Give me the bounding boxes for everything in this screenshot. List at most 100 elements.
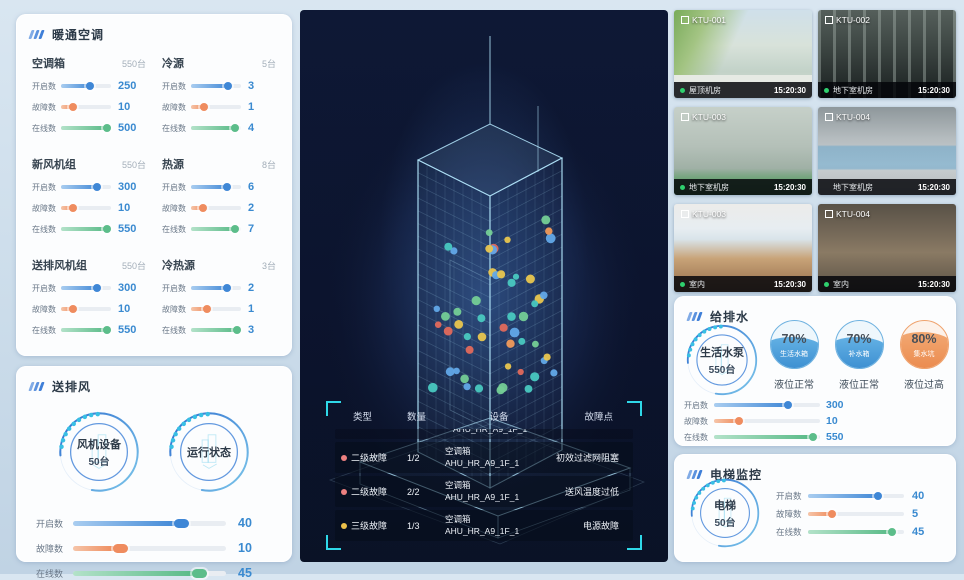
fault-point: 初效过滤网阻塞 — [555, 453, 619, 464]
metric-value: 3 — [248, 324, 255, 336]
camera-status-bar: 屋顶机房 15:20:30 — [674, 82, 812, 98]
metric-row: 在线数 45 — [36, 566, 272, 580]
progress-thumb — [874, 492, 882, 500]
progress-track — [191, 326, 241, 334]
metric-label: 在线数 — [32, 325, 56, 335]
fault-quantity: 1/3 — [407, 520, 420, 531]
progress-track — [191, 305, 241, 313]
camera-timestamp: 15:20:30 — [917, 279, 950, 289]
metric-value: 6 — [248, 181, 255, 193]
metric-label: 开启数 — [162, 182, 186, 192]
hvac-groups: 空调箱 550台 开启数 250 故障数 10 在线数 500 冷源 5台 开启数 3 故障数 1 在线数 4… — [16, 45, 292, 336]
progress-track — [73, 543, 226, 553]
camera-tile[interactable]: KTU-004 地下室机房 15:20:30 — [818, 107, 956, 195]
metric-row: 故障数 1 — [162, 303, 276, 315]
metric-row: 在线数 550 — [32, 223, 146, 235]
camera-id-label: KTU-001 — [681, 15, 726, 25]
progress-track — [61, 124, 111, 132]
fault-table-body[interactable]: AHU_HR_A9_1F_1 二级故障 1/2 空调箱 AHU_HR_A9_1F_1 初效… — [335, 429, 633, 541]
progress-thumb — [92, 284, 101, 292]
metric-value: 550 — [826, 431, 844, 443]
progress-thumb — [92, 183, 101, 191]
camera-tile[interactable]: KTU-002 地下室机房 15:20:30 — [818, 10, 956, 98]
progress-thumb — [222, 284, 231, 292]
tank-status: 液位正常 — [839, 380, 879, 391]
metric-label: 开启数 — [162, 283, 186, 293]
metric-value: 10 — [118, 101, 131, 113]
camera-id-label: KTU-003 — [681, 112, 726, 122]
metric-row: 在线数 550 — [684, 431, 856, 443]
fan-panel: 送排风 风机设备 50台 运行状态 开启数 40 故障数 10 在线数 45 — [16, 366, 292, 580]
progress-thumb — [68, 305, 77, 313]
tank-status: 液位正常 — [774, 380, 814, 391]
camera-id-text: KTU-001 — [692, 15, 727, 25]
fault-device-id: AHU_HR_A9_1F_1 — [445, 457, 520, 468]
progress-fill — [191, 185, 229, 189]
tank-name: 补水箱 — [848, 351, 870, 359]
water-metrics: 开启数 300 故障数 10 在线数 550 — [684, 395, 856, 443]
metric-row: 开启数 2 — [162, 282, 276, 294]
progress-fill — [61, 126, 109, 130]
water-tank: 70% 生活水箱 液位正常 — [766, 320, 822, 391]
progress-thumb — [224, 82, 232, 90]
camera-icon — [825, 210, 833, 218]
fault-table-row[interactable]: 三级故障 1/3 空调箱 AHU_HR_A9_1F_1 电源故障 — [335, 510, 633, 541]
camera-location: 地下室机房 — [833, 85, 873, 95]
camera-status-bar: 室内 15:20:30 — [674, 276, 812, 292]
fan-panel-header: 送排风 — [16, 366, 292, 397]
water-tank-circle: 80% 集水坑 — [899, 320, 949, 369]
gauge-title: 风机设备 — [77, 439, 121, 451]
progress-fill — [191, 307, 209, 311]
metric-label: 开启数 — [776, 491, 802, 501]
progress-track — [61, 103, 111, 111]
metric-value: 500 — [118, 122, 137, 134]
metric-row: 开启数 300 — [32, 181, 146, 193]
camera-timestamp: 15:20:30 — [773, 85, 806, 95]
metric-value: 10 — [118, 202, 131, 214]
camera-tile[interactable]: KTU-003 室内 15:20:30 — [674, 204, 812, 292]
progress-thumb — [102, 124, 111, 132]
fan-metrics: 开启数 40 故障数 10 在线数 45 — [16, 497, 292, 580]
progress-thumb — [734, 417, 743, 425]
progress-track — [808, 492, 904, 500]
metric-row: 在线数 550 — [32, 324, 146, 336]
progress-track — [808, 528, 904, 536]
camera-icon — [681, 16, 689, 24]
metric-value: 3 — [248, 80, 255, 92]
camera-icon — [825, 16, 833, 24]
metric-row: 故障数 10 — [684, 415, 856, 427]
fault-level: 二级故障 — [341, 451, 407, 464]
camera-tile[interactable]: KTU-001 屋顶机房 15:20:30 — [674, 10, 812, 98]
metric-value: 250 — [118, 80, 137, 92]
progress-fill — [191, 84, 230, 88]
metric-row: 故障数 5 — [776, 508, 942, 520]
fault-table-row[interactable]: 二级故障 1/2 空调箱 AHU_HR_A9_1F_1 初效过滤网阻塞 — [335, 442, 633, 474]
fault-point: 送风温度过低 — [564, 487, 619, 498]
progress-fill — [714, 419, 741, 423]
fault-table[interactable]: 类型 数量 设备 故障点 AHU_HR_A9_1F_1 二级故障 1/2 空调箱 AHU_HR… — [326, 401, 642, 550]
camera-tile[interactable]: KTU-004 室内 15:20:30 — [818, 204, 956, 292]
water-fill — [900, 332, 948, 368]
progress-track — [191, 284, 241, 292]
progress-thumb — [231, 225, 239, 233]
building-3d-stage[interactable]: 类型 数量 设备 故障点 AHU_HR_A9_1F_1 二级故障 1/2 空调箱 AHU_HR… — [300, 10, 668, 562]
water-tank: 80% 集水坑 液位过高 — [896, 320, 952, 391]
camera-location: 地下室机房 — [689, 182, 729, 192]
gauge-count: 550台 — [708, 365, 736, 376]
progress-thumb — [808, 433, 817, 441]
progress-thumb — [86, 82, 94, 90]
fault-level-dot — [341, 522, 347, 529]
metric-value: 2 — [248, 202, 255, 214]
camera-tile[interactable]: KTU-003 地下室机房 15:20:30 — [674, 107, 812, 195]
panel-header-icon — [686, 312, 703, 321]
metric-row: 开启数 3 — [162, 80, 276, 92]
progress-fill — [808, 494, 880, 498]
hvac-group-header: 热源 8台 — [162, 156, 276, 172]
metric-label: 故障数 — [162, 304, 186, 314]
progress-track — [191, 103, 241, 111]
progress-fill — [61, 185, 99, 189]
camera-id-text: KTU-003 — [692, 112, 727, 122]
fault-table-row[interactable]: 二级故障 2/2 空调箱 AHU_HR_A9_1F_1 送风温度过低 — [335, 476, 633, 508]
fault-table-header: 类型 数量 设备 故障点 — [335, 408, 633, 429]
bracket-corner — [326, 401, 341, 417]
